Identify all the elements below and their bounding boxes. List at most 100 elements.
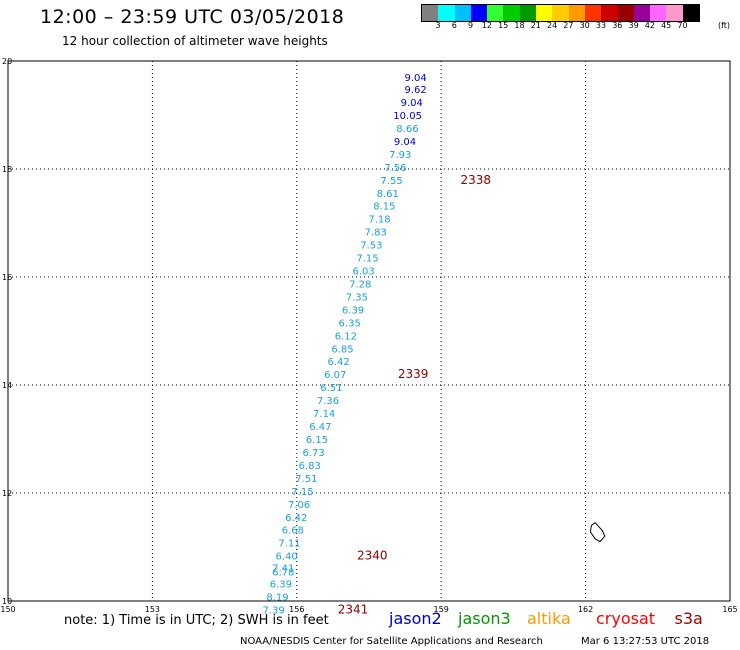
y-tick-label: 18	[2, 165, 12, 174]
wave-height-label: 6.51	[320, 383, 342, 394]
wave-height-label: 9.62	[404, 85, 426, 96]
wave-height-label: 7.93	[389, 150, 411, 161]
wave-height-label: 6.03	[353, 267, 375, 278]
colorbar-label: 27	[563, 21, 574, 30]
colorbar-swatch	[470, 5, 488, 21]
wave-height-label: 6.83	[299, 461, 321, 472]
colorbar-swatch	[601, 5, 618, 21]
time-label: 2338	[460, 173, 491, 187]
colorbar-label: 6	[451, 21, 457, 30]
wave-height-label: 6.78	[272, 567, 294, 578]
wave-height-label: 8.61	[377, 189, 399, 200]
legend-cryosat: cryosat	[596, 609, 656, 628]
wave-height-label: 8.66	[396, 124, 418, 135]
wave-height-label: 6.42	[285, 513, 307, 524]
wave-height-label: 7.15	[291, 487, 313, 498]
x-tick-label: 159	[434, 605, 449, 614]
wave-height-label: 9.04	[394, 137, 416, 148]
y-tick-label: 14	[2, 381, 12, 390]
wave-height-label: 6.85	[331, 344, 353, 355]
colorbar-swatch	[633, 5, 651, 21]
chart-title: 12:00 – 23:59 UTC 03/05/2018	[40, 6, 345, 28]
wave-height-label: 7.83	[365, 228, 387, 239]
island-outline	[589, 522, 606, 543]
wave-height-label: 6.73	[302, 448, 324, 459]
wave-height-label: 6.07	[324, 370, 346, 381]
wave-height-label: 7.56	[384, 163, 406, 174]
wave-height-label: 7.11	[278, 539, 300, 550]
time-label: 2341	[338, 603, 369, 617]
colorbar-label: 42	[644, 21, 655, 30]
colorbar-swatch	[584, 5, 602, 21]
colorbar-swatch	[454, 5, 471, 21]
colorbar-swatch	[422, 5, 439, 21]
colorbar-label: 39	[628, 21, 639, 30]
wave-height-label: 6.42	[327, 357, 349, 368]
y-tick-label: 16	[2, 273, 12, 282]
wave-height-label: 7.55	[380, 176, 402, 187]
wave-height-label: 6.39	[342, 305, 364, 316]
wave-height-label: 10.05	[393, 111, 422, 122]
wave-height-label: 6.47	[309, 422, 331, 433]
colorbar-label: 15	[498, 21, 509, 30]
x-tick-label: 165	[722, 605, 737, 614]
colorbar-swatch	[682, 5, 700, 21]
y-tick-label: 10	[2, 597, 12, 606]
wave-height-label: 6.68	[282, 526, 304, 537]
legend-altika: altika	[527, 609, 571, 628]
colorbar-swatch	[519, 5, 537, 21]
footer-credit: NOAA/NESDIS Center for Satellite Applica…	[240, 636, 543, 647]
colorbar-label: 24	[547, 21, 558, 30]
wave-height-label: 6.39	[270, 580, 292, 591]
colorbar-swatch	[650, 5, 667, 21]
x-tick-label: 153	[145, 605, 160, 614]
colorbar-label: 70	[677, 21, 688, 30]
colorbar-label: 36	[612, 21, 623, 30]
x-tick-label: 150	[0, 605, 15, 614]
footer-note: note: 1) Time is in UTC; 2) SWH is in fe…	[64, 613, 329, 628]
time-label: 2339	[398, 367, 429, 381]
wave-height-label: 7.51	[295, 474, 317, 485]
wave-height-label: 7.18	[368, 215, 390, 226]
colorbar-label: 45	[661, 21, 672, 30]
wave-height-label: 6.15	[306, 435, 328, 446]
colorbar-swatch	[536, 5, 553, 21]
colorbar-label: 18	[514, 21, 525, 30]
colorbar-label: 33	[595, 21, 607, 30]
time-label: 2340	[357, 549, 388, 563]
colorbar-swatch	[503, 5, 520, 21]
wave-height-label: 8.19	[266, 593, 288, 604]
colorbar-swatch	[552, 5, 569, 21]
colorbar	[421, 4, 701, 22]
colorbar-swatch	[487, 5, 504, 21]
legend-jason2: jason2	[389, 609, 442, 628]
wave-height-label: 7.28	[349, 279, 371, 290]
wave-height-label: 7.15	[356, 254, 378, 265]
wave-height-label: 7.41	[272, 564, 294, 575]
x-tick-label: 162	[578, 605, 593, 614]
wave-height-label: 7.53	[360, 241, 382, 252]
chart-subtitle: 12 hour collection of altimeter wave hei…	[62, 34, 328, 48]
wave-height-label: 8.15	[373, 202, 395, 213]
footer-timestamp: Mar 6 13:27:53 UTC 2018	[581, 636, 710, 647]
y-tick-label: 12	[2, 489, 12, 498]
wave-height-label: 7.06	[288, 500, 310, 511]
colorbar-label: 21	[530, 21, 541, 30]
wave-height-label: 7.39	[263, 606, 285, 617]
wave-height-label: 9.04	[404, 73, 426, 84]
wave-height-label: 6.12	[335, 331, 357, 342]
colorbar-swatch	[666, 5, 683, 21]
colorbar-swatch	[438, 5, 455, 21]
wave-height-label: 7.14	[313, 409, 335, 420]
colorbar-unit: (ft)	[718, 21, 731, 30]
x-tick-label: 156	[289, 605, 304, 614]
map-frame	[7, 60, 731, 602]
y-tick-label: 20	[2, 57, 12, 66]
colorbar-label: 3	[435, 21, 441, 30]
legend-s3a: s3a	[674, 609, 703, 628]
wave-height-label: 9.04	[401, 98, 423, 109]
colorbar-label: 30	[579, 21, 590, 30]
wave-height-label: 6.35	[339, 318, 361, 329]
colorbar-label: 9	[468, 21, 474, 30]
